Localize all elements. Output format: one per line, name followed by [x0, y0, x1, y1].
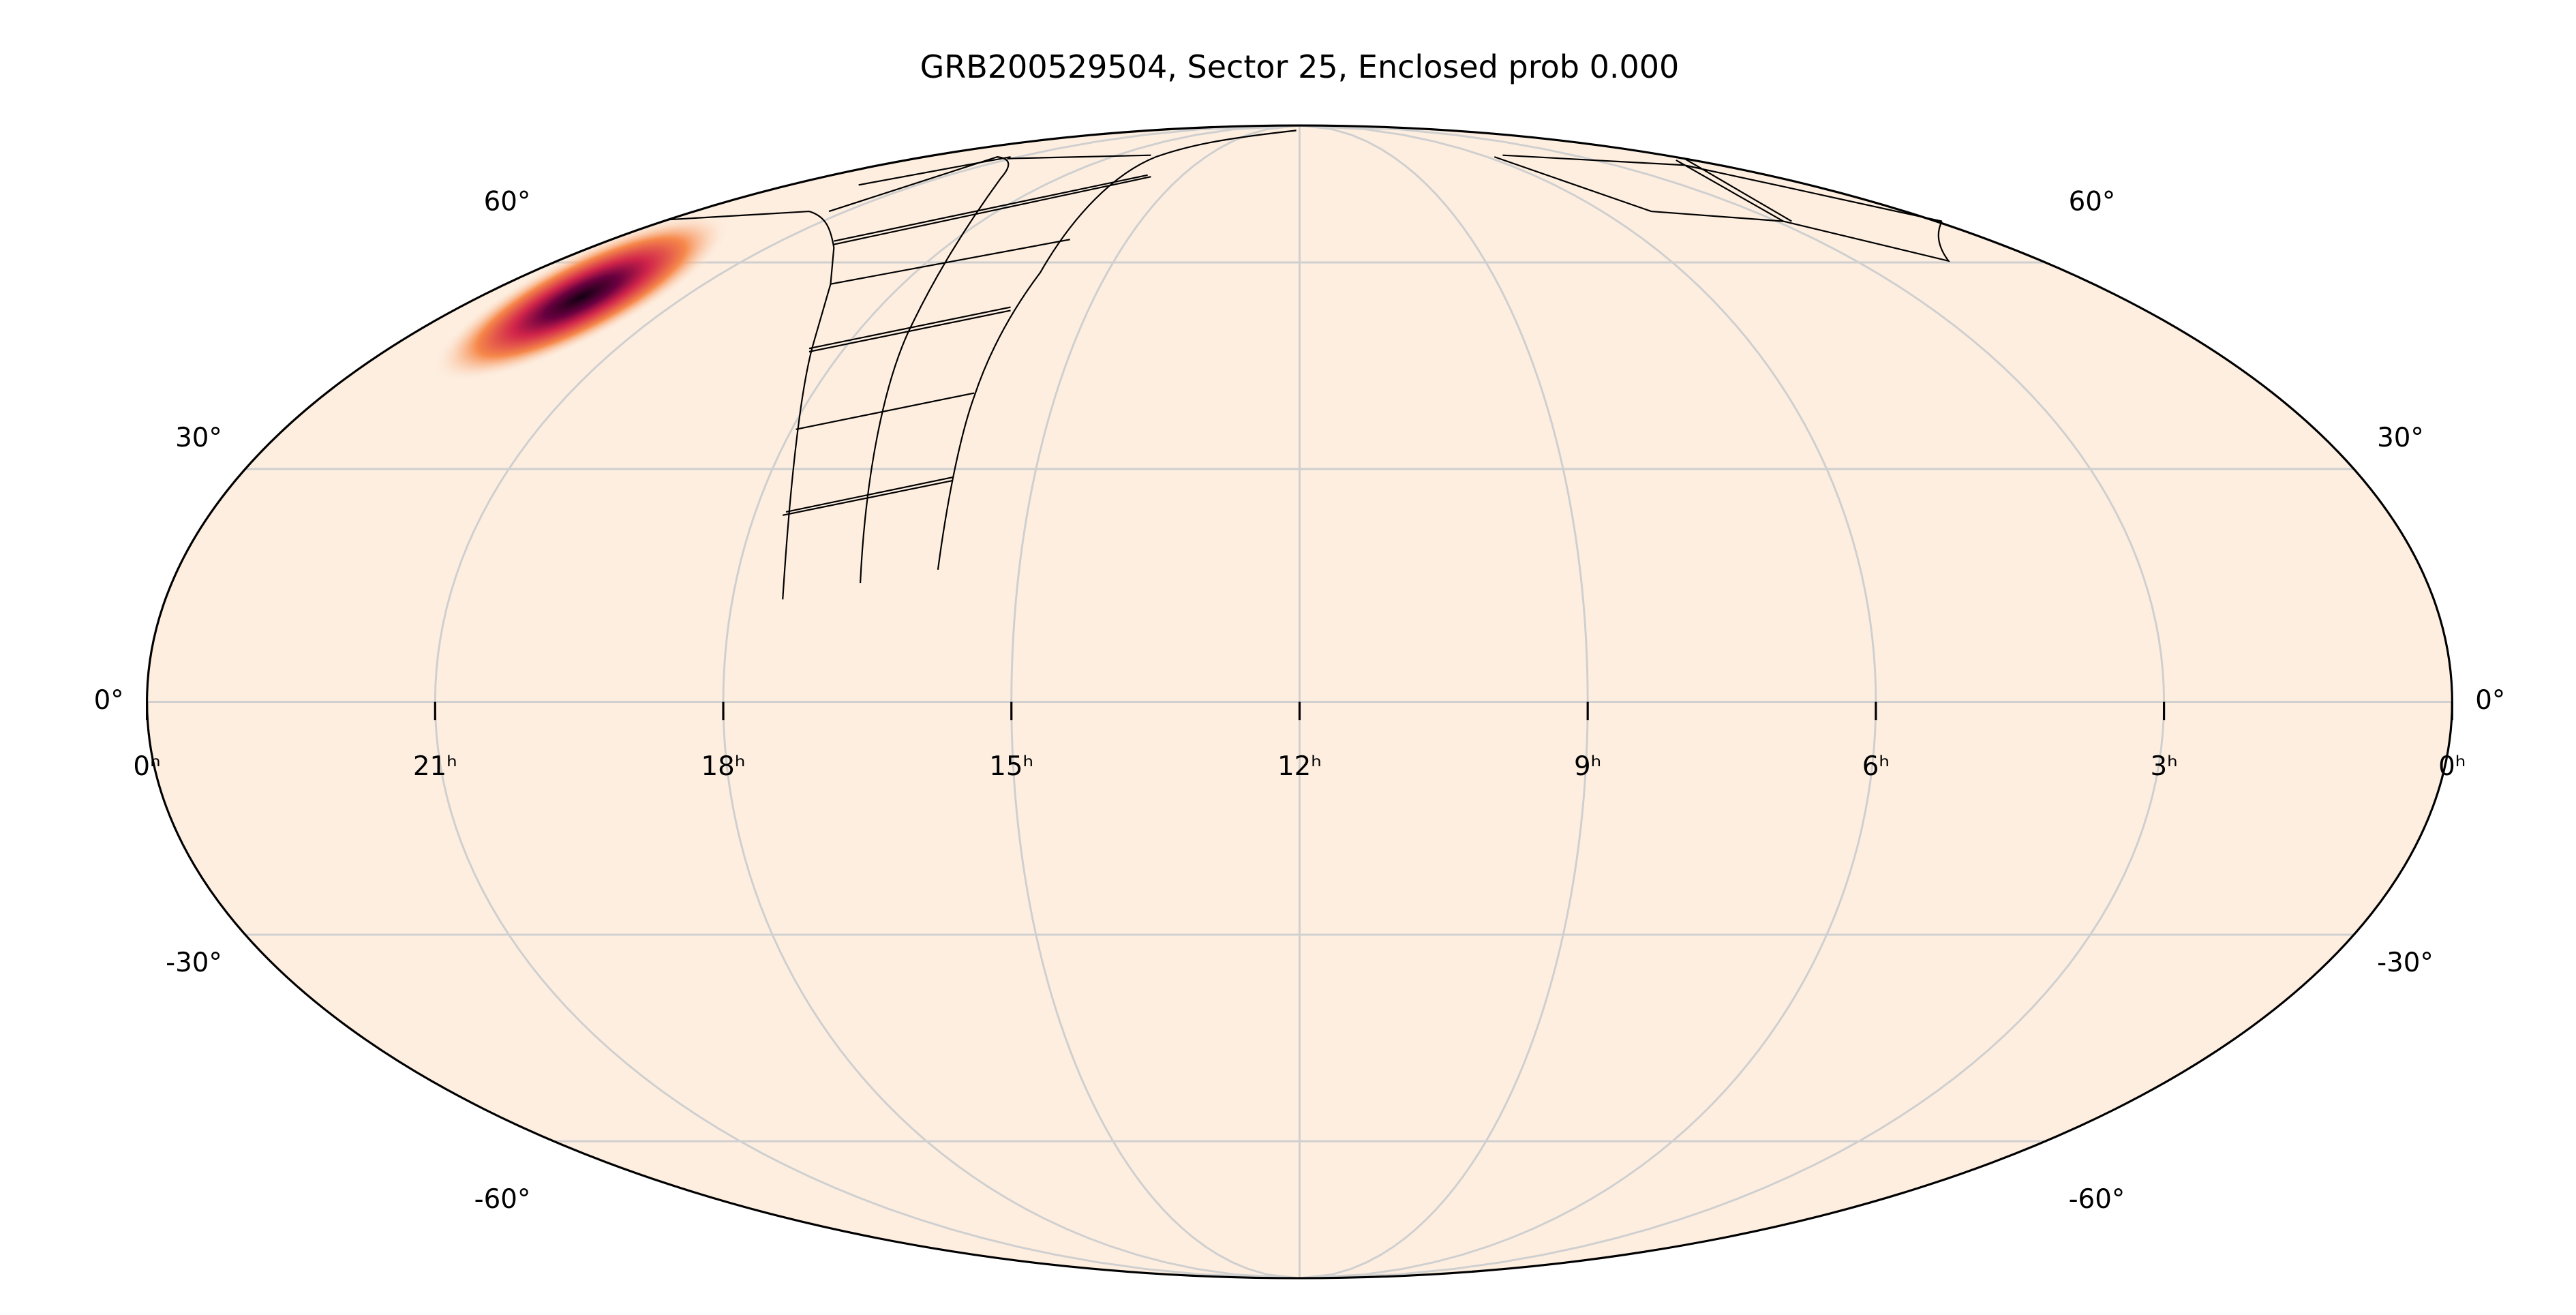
footprint-edge [828, 156, 1010, 584]
y-tick-label-right: -30° [2377, 948, 2434, 978]
x-tick-label: 0ʰ [133, 751, 160, 782]
y-tick-label-right: -60° [2069, 1184, 2125, 1215]
y-tick-label: 0° [94, 685, 124, 716]
y-tick-label-right: 0° [2475, 685, 2505, 716]
y-tick-label: -60° [474, 1184, 531, 1215]
probability-region [432, 213, 730, 382]
sector-footprint [669, 130, 1951, 600]
x-tick-label: 12ʰ [1277, 751, 1322, 782]
y-tick-label: 60° [484, 186, 531, 217]
x-tick-label: 0ʰ [2438, 751, 2466, 782]
x-tick-label: 6ʰ [1862, 751, 1890, 782]
sky-boundary [146, 124, 2453, 1280]
x-tick-label: 18ʰ [701, 751, 746, 782]
x-tick-label: 9ʰ [1574, 751, 1601, 782]
x-tick-label: 21ʰ [413, 751, 457, 782]
y-tick-label: 30° [175, 423, 222, 453]
x-tick-label: 3ʰ [2150, 751, 2177, 782]
footprint-edge [669, 210, 835, 600]
footprint-edge [937, 130, 1297, 570]
y-tick-label-right: 30° [2377, 423, 2424, 453]
footprint-edge [1494, 154, 1951, 262]
footprint-edge [783, 154, 1151, 516]
y-tick-label-right: 60° [2069, 186, 2116, 217]
y-tick-label: -30° [166, 948, 222, 978]
chart-title: GRB200529504, Sector 25, Enclosed prob 0… [920, 48, 1680, 85]
x-tick-label: 15ʰ [989, 751, 1033, 782]
